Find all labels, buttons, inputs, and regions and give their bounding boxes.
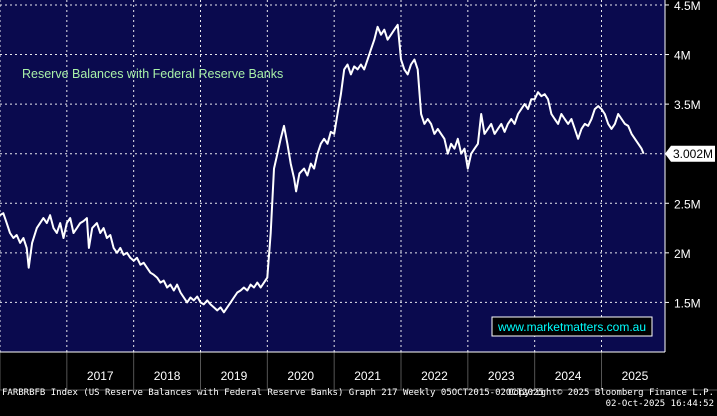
x-tick-label: 2019 xyxy=(221,369,248,383)
y-tick-label: 4.5M xyxy=(674,0,701,13)
y-tick-label: 3.5M xyxy=(674,98,701,112)
x-tick-label: 2024 xyxy=(555,369,582,383)
y-tick-label: 4M xyxy=(674,49,691,63)
last-value-text: 3.002M xyxy=(673,147,713,161)
last-value-badge xyxy=(665,145,715,162)
x-tick-label: 2017 xyxy=(87,369,114,383)
footer-index-description: FARBRBFB Index (US Reserve Balances with… xyxy=(2,388,544,398)
footer-copyright-block: Copyright© 2025 Bloomberg Finance L.P. 0… xyxy=(508,388,714,410)
x-tick-label: 2020 xyxy=(287,369,314,383)
series-line xyxy=(0,23,645,314)
chart-title: Reserve Balances with Federal Reserve Ba… xyxy=(22,67,283,81)
footer-timestamp: 02-Oct-2025 16:44:52 xyxy=(605,399,714,409)
plot-background xyxy=(0,0,665,352)
watermark-link[interactable]: www.marketmatters.com.au xyxy=(497,320,646,334)
y-tick-label: 2.5M xyxy=(674,197,701,211)
footer-copyright: Copyright© 2025 Bloomberg Finance L.P. xyxy=(508,388,714,398)
x-tick-label: 2025 xyxy=(622,369,649,383)
y-tick-label: 2M xyxy=(674,247,691,261)
watermark-box[interactable]: www.marketmatters.com.au xyxy=(491,316,653,337)
x-tick-label: 2022 xyxy=(421,369,448,383)
grid-lines xyxy=(0,0,665,352)
x-tick-label: 2018 xyxy=(154,369,181,383)
last-value-label: 3.002M xyxy=(665,145,715,162)
x-tick-label: 2021 xyxy=(354,369,381,383)
x-tick-label: 2023 xyxy=(488,369,515,383)
y-tick-label: 1.5M xyxy=(674,296,701,310)
x-axis: 2017 2018 2019 2020 2021 2022 2023 2024 2025 xyxy=(0,351,717,391)
watermark-background xyxy=(491,316,653,337)
